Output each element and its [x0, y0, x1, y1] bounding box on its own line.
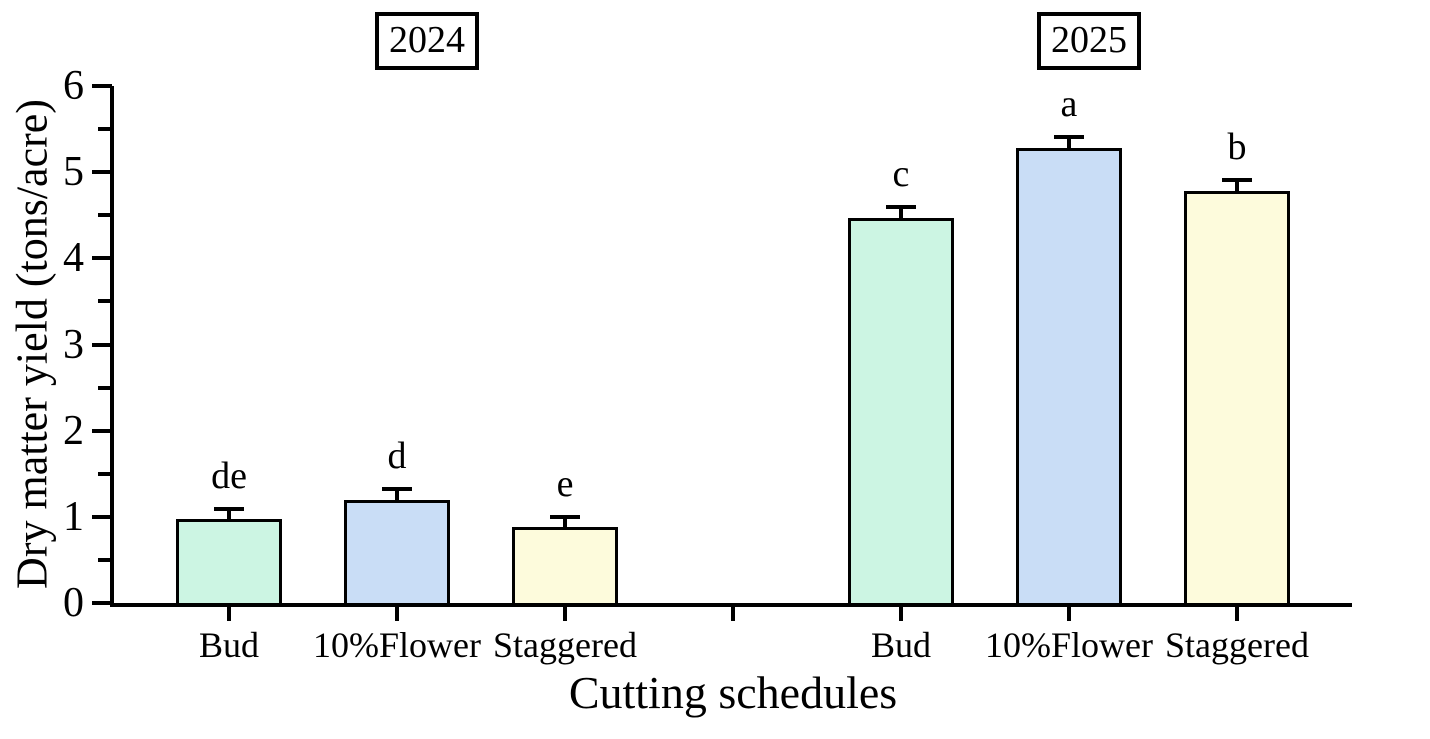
- x-category-label: Bud: [198, 625, 259, 665]
- y-minor-tick: [98, 385, 112, 390]
- error-bar-stem: [1234, 179, 1239, 194]
- x-category-label: Bud: [870, 625, 931, 665]
- y-tick-label: 6: [63, 63, 84, 109]
- error-bar-cap: [1053, 134, 1084, 139]
- x-tick: [563, 603, 567, 621]
- x-tick: [898, 603, 903, 621]
- bar: [512, 527, 618, 603]
- x-category-label: Staggered: [493, 625, 637, 665]
- y-major-tick: [92, 514, 112, 519]
- bar: [344, 500, 450, 603]
- y-major-tick: [92, 170, 112, 175]
- x-category-label: 10%Flower: [984, 625, 1153, 665]
- bar: [176, 519, 282, 603]
- y-minor-tick: [98, 471, 112, 476]
- error-bar-cap: [214, 507, 244, 512]
- bar: [847, 217, 954, 603]
- bar: [1183, 191, 1290, 603]
- significance-letter: e: [556, 462, 574, 505]
- y-tick-label: 2: [63, 407, 84, 454]
- y-minor-tick: [98, 213, 112, 218]
- y-major-tick: [92, 428, 112, 433]
- error-bar-stem: [1066, 136, 1071, 151]
- x-axis-title: Cutting schedules: [568, 667, 898, 718]
- x-tick: [395, 603, 399, 621]
- x-tick: [227, 603, 231, 621]
- x-category-label: Staggered: [1165, 625, 1309, 665]
- significance-letter: c: [892, 152, 910, 195]
- y-minor-tick: [98, 557, 112, 562]
- significance-letter: b: [1227, 125, 1247, 168]
- error-bar-cap: [550, 514, 580, 519]
- error-bar-stem: [227, 509, 231, 522]
- group-header-2024: 2024: [375, 12, 479, 70]
- error-bar-stem: [898, 206, 903, 220]
- y-minor-tick: [98, 299, 112, 304]
- x-tick: [1066, 603, 1071, 621]
- y-minor-tick: [98, 127, 112, 132]
- y-major-tick: [92, 342, 112, 347]
- significance-letter: de: [211, 455, 247, 498]
- error-bar-cap: [1221, 177, 1252, 182]
- x-tick: [1234, 603, 1239, 621]
- error-bar-cap: [382, 487, 412, 492]
- significance-letter: d: [387, 435, 407, 478]
- y-major-tick: [92, 84, 112, 88]
- y-major-tick: [92, 601, 112, 605]
- error-bar-cap: [885, 204, 916, 209]
- y-tick-label: 0: [63, 580, 84, 626]
- y-tick-label: 3: [63, 321, 84, 368]
- x-category-label: 10%Flower: [313, 625, 481, 665]
- y-tick-label: 1: [63, 493, 84, 540]
- significance-letter: a: [1060, 82, 1078, 125]
- y-tick-label: 4: [63, 235, 84, 282]
- y-tick-label: 5: [63, 149, 84, 196]
- group-header-2025: 2025: [1037, 12, 1141, 70]
- bar: [1015, 148, 1122, 603]
- plot-area: 0 1 2 3 4 5 6 de Bud d 10%Flower e Staggered c Bud a 10%…: [63, 64, 1352, 665]
- error-bar-stem: [563, 516, 567, 530]
- error-bar-stem: [395, 489, 399, 503]
- y-major-tick: [92, 256, 112, 261]
- x-tick: [731, 603, 735, 621]
